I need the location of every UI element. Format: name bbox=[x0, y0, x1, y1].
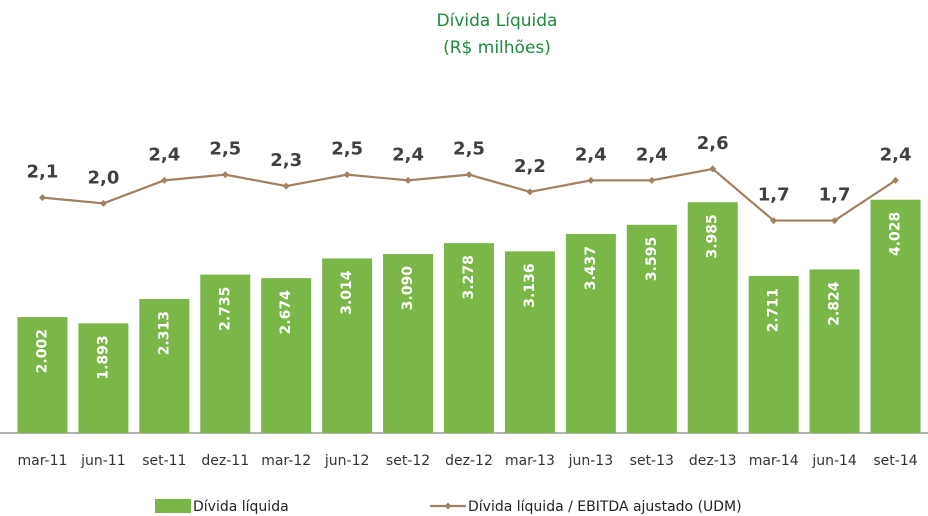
bar bbox=[748, 275, 799, 433]
line-marker bbox=[282, 182, 290, 190]
bar-label: 2.002 bbox=[34, 329, 50, 373]
line-label: 2,5 bbox=[331, 139, 363, 160]
line-marker bbox=[831, 217, 839, 225]
bar bbox=[200, 274, 251, 433]
x-tick-label: mar-14 bbox=[749, 453, 799, 469]
line-marker bbox=[38, 194, 46, 202]
line-marker bbox=[160, 176, 168, 184]
line-marker bbox=[892, 176, 900, 184]
legend-label: Dívida líquida / EBITDA ajustado (UDM) bbox=[468, 499, 742, 515]
x-tick-label: set-11 bbox=[142, 453, 186, 469]
bar bbox=[383, 254, 434, 433]
line-label: 2,5 bbox=[209, 139, 241, 160]
bar-label: 2.735 bbox=[217, 287, 233, 331]
x-tick-label: mar-11 bbox=[17, 453, 67, 469]
line-label: 2,4 bbox=[148, 144, 180, 165]
line-marker bbox=[709, 165, 717, 173]
chart-title: Dívida Líquida bbox=[437, 11, 558, 31]
line-marker bbox=[587, 176, 595, 184]
line-label: 2,4 bbox=[392, 144, 424, 165]
x-tick-label: mar-12 bbox=[261, 453, 311, 469]
line-marker bbox=[770, 217, 778, 225]
x-tick-label: dez-12 bbox=[445, 453, 493, 469]
line-marker bbox=[526, 188, 534, 196]
legend-marker bbox=[444, 502, 452, 510]
bar-label: 1.893 bbox=[95, 335, 111, 379]
line-label: 2,4 bbox=[636, 144, 668, 165]
line-marker bbox=[99, 199, 107, 207]
line-label: 1,7 bbox=[819, 185, 851, 206]
x-tick-label: jun-11 bbox=[80, 453, 126, 469]
bar-label: 3.437 bbox=[583, 246, 599, 290]
x-tick-label: dez-13 bbox=[689, 453, 737, 469]
bar-label: 2.711 bbox=[766, 288, 782, 332]
line-marker bbox=[343, 171, 351, 179]
bar bbox=[444, 243, 494, 433]
bar-label: 2.824 bbox=[827, 281, 843, 326]
line-label: 2,6 bbox=[697, 133, 729, 154]
bar-label: 3.985 bbox=[705, 214, 721, 258]
line-label: 1,7 bbox=[758, 185, 790, 206]
bar bbox=[322, 258, 373, 433]
legend-swatch bbox=[155, 499, 191, 513]
bar bbox=[504, 251, 555, 433]
bar-label: 3.136 bbox=[522, 263, 538, 307]
line-label: 2,5 bbox=[453, 139, 485, 160]
line-label: 2,3 bbox=[270, 150, 302, 171]
x-tick-label: jun-14 bbox=[811, 453, 857, 469]
chart-subtitle: (R$ milhões) bbox=[443, 38, 551, 58]
x-tick-label: jun-13 bbox=[568, 453, 614, 469]
line-marker bbox=[465, 171, 473, 179]
bar-label: 4.028 bbox=[888, 212, 904, 256]
bar-label: 2.313 bbox=[156, 311, 172, 355]
line-marker bbox=[221, 171, 229, 179]
line-label: 2,4 bbox=[575, 144, 607, 165]
line-label: 2,0 bbox=[87, 167, 119, 188]
bar-label: 3.595 bbox=[644, 237, 660, 281]
line-label: 2,1 bbox=[27, 162, 59, 183]
x-tick-label: dez-11 bbox=[201, 453, 249, 469]
line-label: 2,2 bbox=[514, 156, 546, 177]
bar bbox=[17, 317, 68, 433]
line-label: 2,4 bbox=[880, 144, 912, 165]
bar-label: 3.014 bbox=[339, 270, 355, 315]
bar bbox=[78, 323, 129, 433]
x-tick-label: mar-13 bbox=[505, 453, 555, 469]
bar bbox=[626, 224, 677, 433]
line-marker bbox=[648, 176, 656, 184]
x-tick-label: set-13 bbox=[630, 453, 674, 469]
bar bbox=[139, 299, 190, 433]
bar bbox=[809, 269, 860, 433]
x-tick-label: set-14 bbox=[873, 453, 917, 469]
bar bbox=[565, 233, 616, 433]
x-tick-label: jun-12 bbox=[324, 453, 370, 469]
line-marker bbox=[404, 176, 412, 184]
bar-label: 3.090 bbox=[400, 266, 416, 311]
bar bbox=[687, 202, 738, 433]
legend-label: Dívida líquida bbox=[193, 499, 289, 515]
x-tick-label: set-12 bbox=[386, 453, 430, 469]
bar bbox=[870, 199, 921, 433]
bar-label: 3.278 bbox=[461, 255, 477, 299]
bar-label: 2.674 bbox=[278, 290, 294, 335]
bar bbox=[261, 278, 312, 433]
